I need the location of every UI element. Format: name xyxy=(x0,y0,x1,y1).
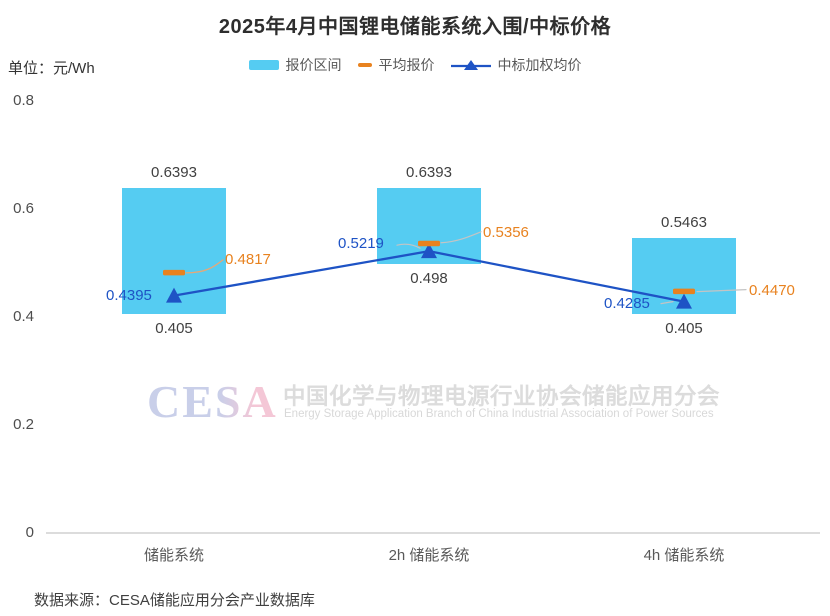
leader-line-weighted xyxy=(660,301,674,305)
watermark-english: Energy Storage Application Branch of Chi… xyxy=(284,408,714,420)
page-title: 2025年4月中国锂电储能系统入围/中标价格 xyxy=(218,16,612,38)
bar-low-label: 0.405 xyxy=(665,320,703,338)
avg-dash-marker xyxy=(163,269,185,276)
avg-price-label: 0.4817 xyxy=(225,250,271,268)
avg-dash-icon xyxy=(357,63,372,67)
bar-low-label: 0.405 xyxy=(155,320,193,338)
weighted-price-label: 0.4285 xyxy=(604,294,650,312)
weighted-price-label: 0.5219 xyxy=(338,235,384,253)
legend-range-label: 报价区间 xyxy=(285,57,342,73)
weighted-price-label: 0.4395 xyxy=(106,286,152,304)
avg-dash-marker xyxy=(418,240,440,247)
line-triangle-icon xyxy=(450,60,491,70)
avg-price-label: 0.4470 xyxy=(749,281,795,299)
y-axis-tick-label: 0.4 xyxy=(13,308,34,325)
y-axis-tick-label: 0 xyxy=(25,524,34,541)
legend-item-avg: 平均报价 xyxy=(357,55,435,75)
bar-high-label: 0.5463 xyxy=(661,213,707,231)
legend-item-weighted: 中标加权均价 xyxy=(450,55,582,75)
leader-line-avg xyxy=(696,289,747,293)
legend-item-range: 报价区间 xyxy=(248,55,342,75)
avg-price-label: 0.5356 xyxy=(483,223,529,241)
x-axis-category-label: 2h 储能系统 xyxy=(388,547,470,564)
bar-low-label: 0.498 xyxy=(410,270,448,288)
leader-line-weighted xyxy=(396,243,421,249)
range-swatch-icon xyxy=(248,60,279,70)
legend-avg-label: 平均报价 xyxy=(378,57,435,73)
leader-line-avg xyxy=(440,231,482,244)
triangle-marker xyxy=(166,287,182,303)
watermark-chinese: 中国化学与物理电源行业协会储能应用分会 xyxy=(283,384,721,409)
x-axis-line xyxy=(46,532,820,534)
avg-dash-marker xyxy=(673,288,695,295)
y-axis-tick-label: 0.6 xyxy=(13,200,34,217)
cesa-logo: CESA xyxy=(147,376,278,427)
bar-high-label: 0.6393 xyxy=(151,163,197,181)
data-source: 数据来源：CESA储能应用分会产业数据库 xyxy=(34,592,315,609)
y-axis-tick-label: 0.8 xyxy=(13,92,34,109)
unit-label: 单位：元/Wh xyxy=(8,60,95,77)
triangle-marker xyxy=(676,293,692,309)
bar-high-label: 0.6393 xyxy=(406,163,452,181)
legend: 报价区间 平均报价 中标加权均价 xyxy=(0,55,830,75)
triangle-marker xyxy=(421,243,437,259)
legend-weighted-label: 中标加权均价 xyxy=(497,57,582,73)
x-axis-category-label: 储能系统 xyxy=(143,547,205,564)
x-axis-category-label: 4h 储能系统 xyxy=(643,547,725,564)
leader-line-avg xyxy=(185,259,224,274)
y-axis-tick-label: 0.2 xyxy=(13,416,34,433)
